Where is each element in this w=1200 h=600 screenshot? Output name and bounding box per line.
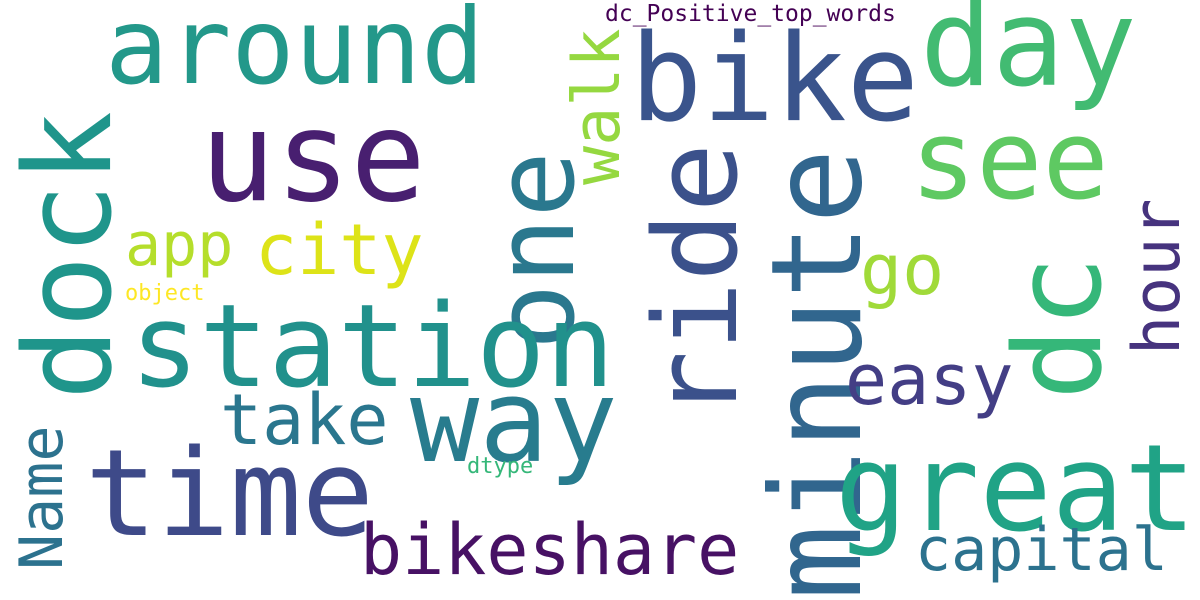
word-Name: Name [7,425,77,571]
word-object: object [125,281,205,306]
word-bike: bike [630,10,919,149]
word-take: take [220,379,389,461]
word-easy: easy [845,339,1014,421]
word-use: use [200,85,426,230]
word-bikeshare: bikeshare [360,509,740,591]
word-ride: ride [630,143,764,420]
word-app: app [125,210,234,280]
word-city: city [255,209,424,291]
word-walk: walk [560,28,635,185]
word-dc: dc [990,255,1129,401]
word-dc_Positive_top_words: dc_Positive_top_words [605,1,896,27]
word-around: around [105,0,485,108]
word-capital: capital [915,515,1168,585]
word-dock: dock [0,111,139,400]
word-go: go [860,229,945,311]
word-great: great [835,420,1197,559]
word-dtype: dtype [467,454,534,479]
word-time: time [85,425,374,564]
word-see: see [910,96,1109,224]
word-way: way [410,355,618,489]
word-station: station [130,280,615,414]
word-hour: hour [1120,198,1195,355]
word-day: day [920,0,1137,114]
